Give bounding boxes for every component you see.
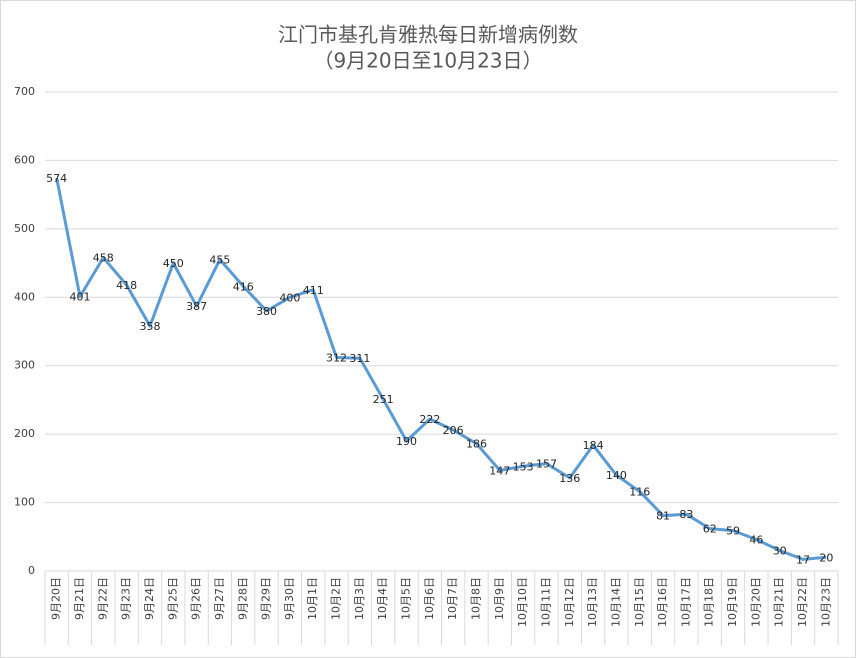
data-label: 17 — [796, 553, 810, 566]
x-tick-label: 9月29日 — [260, 577, 273, 620]
data-label: 46 — [749, 534, 763, 547]
x-tick-label: 10月7日 — [446, 577, 459, 620]
x-tick-label: 9月27日 — [213, 577, 226, 620]
x-tick-label: 10月6日 — [423, 577, 436, 620]
data-label: 206 — [443, 424, 464, 437]
data-label: 116 — [629, 486, 650, 499]
x-tick-label: 9月23日 — [120, 577, 133, 620]
x-tick-label: 10月15日 — [633, 577, 646, 627]
data-label: 81 — [656, 510, 670, 523]
x-tick-label: 10月13日 — [586, 577, 599, 627]
x-tick-label: 10月2日 — [330, 577, 343, 620]
x-tick-label: 10月3日 — [353, 577, 366, 620]
x-tick-label: 10月5日 — [400, 577, 413, 620]
data-label: 574 — [46, 172, 67, 185]
x-tick-label: 10月16日 — [656, 577, 669, 627]
data-label: 416 — [233, 280, 254, 293]
data-label: 222 — [419, 413, 440, 426]
x-tick-label: 10月22日 — [796, 577, 809, 627]
y-tick-label: 100 — [14, 496, 35, 509]
y-tick-label: 700 — [14, 85, 35, 98]
data-label: 140 — [606, 469, 627, 482]
data-label: 184 — [583, 439, 604, 452]
data-label: 400 — [279, 291, 300, 304]
x-tick-label: 9月24日 — [143, 577, 156, 620]
x-tick-label: 10月9日 — [493, 577, 506, 620]
x-tick-label: 10月14日 — [609, 577, 622, 627]
data-label: 20 — [819, 551, 833, 564]
x-tick-label: 10月12日 — [563, 577, 576, 627]
y-tick-label: 400 — [14, 290, 35, 303]
data-label: 251 — [373, 393, 394, 406]
y-tick-label: 200 — [14, 427, 35, 440]
x-tick-label: 10月21日 — [773, 577, 786, 627]
x-tick-label: 10月11日 — [539, 577, 552, 627]
x-tick-label: 9月22日 — [96, 577, 109, 620]
x-tick-label: 9月26日 — [190, 577, 203, 620]
data-label: 83 — [679, 508, 693, 521]
data-label: 380 — [256, 305, 277, 318]
data-label: 387 — [186, 300, 207, 313]
data-label: 450 — [163, 257, 184, 270]
data-label: 411 — [303, 284, 324, 297]
x-tick-label: 10月20日 — [749, 577, 762, 627]
data-label: 157 — [536, 458, 557, 471]
data-label: 401 — [69, 291, 90, 304]
series-line — [55, 177, 827, 561]
data-label: 311 — [349, 352, 370, 365]
x-tick-label: 9月21日 — [73, 577, 86, 620]
x-tick-label: 10月4日 — [376, 577, 389, 620]
x-tick-label: 10月17日 — [679, 577, 692, 627]
chart-title: 江门市基孔肯雅热每日新增病例数 — [278, 23, 578, 47]
data-label: 458 — [93, 252, 114, 265]
data-label: 147 — [489, 464, 510, 477]
x-tick-label: 9月20日 — [50, 577, 63, 620]
x-tick-label: 10月19日 — [726, 577, 739, 627]
data-label: 455 — [209, 254, 230, 267]
data-label: 190 — [396, 435, 417, 448]
x-tick-label: 10月8日 — [469, 577, 482, 620]
data-label: 153 — [513, 460, 534, 473]
data-label: 30 — [773, 544, 787, 557]
chart-subtitle: （9月20日至10月23日） — [313, 49, 542, 73]
data-label: 136 — [559, 472, 580, 485]
data-label: 358 — [139, 320, 160, 333]
x-tick-label: 10月10日 — [516, 577, 529, 627]
x-tick-label: 10月23日 — [819, 577, 832, 627]
x-tick-label: 10月18日 — [703, 577, 716, 627]
x-tick-label: 9月30日 — [283, 577, 296, 620]
x-tick-label: 10月1日 — [306, 577, 319, 620]
y-tick-label: 300 — [14, 359, 35, 372]
data-label: 62 — [703, 523, 717, 536]
data-label: 418 — [116, 279, 137, 292]
data-label: 312 — [326, 352, 347, 365]
y-tick-label: 500 — [14, 222, 35, 235]
data-label: 186 — [466, 438, 487, 451]
y-tick-label: 600 — [14, 153, 35, 166]
data-label: 59 — [726, 525, 740, 538]
y-tick-label: 0 — [28, 564, 35, 577]
x-tick-label: 9月25日 — [166, 577, 179, 620]
x-tick-label: 9月28日 — [236, 577, 249, 620]
